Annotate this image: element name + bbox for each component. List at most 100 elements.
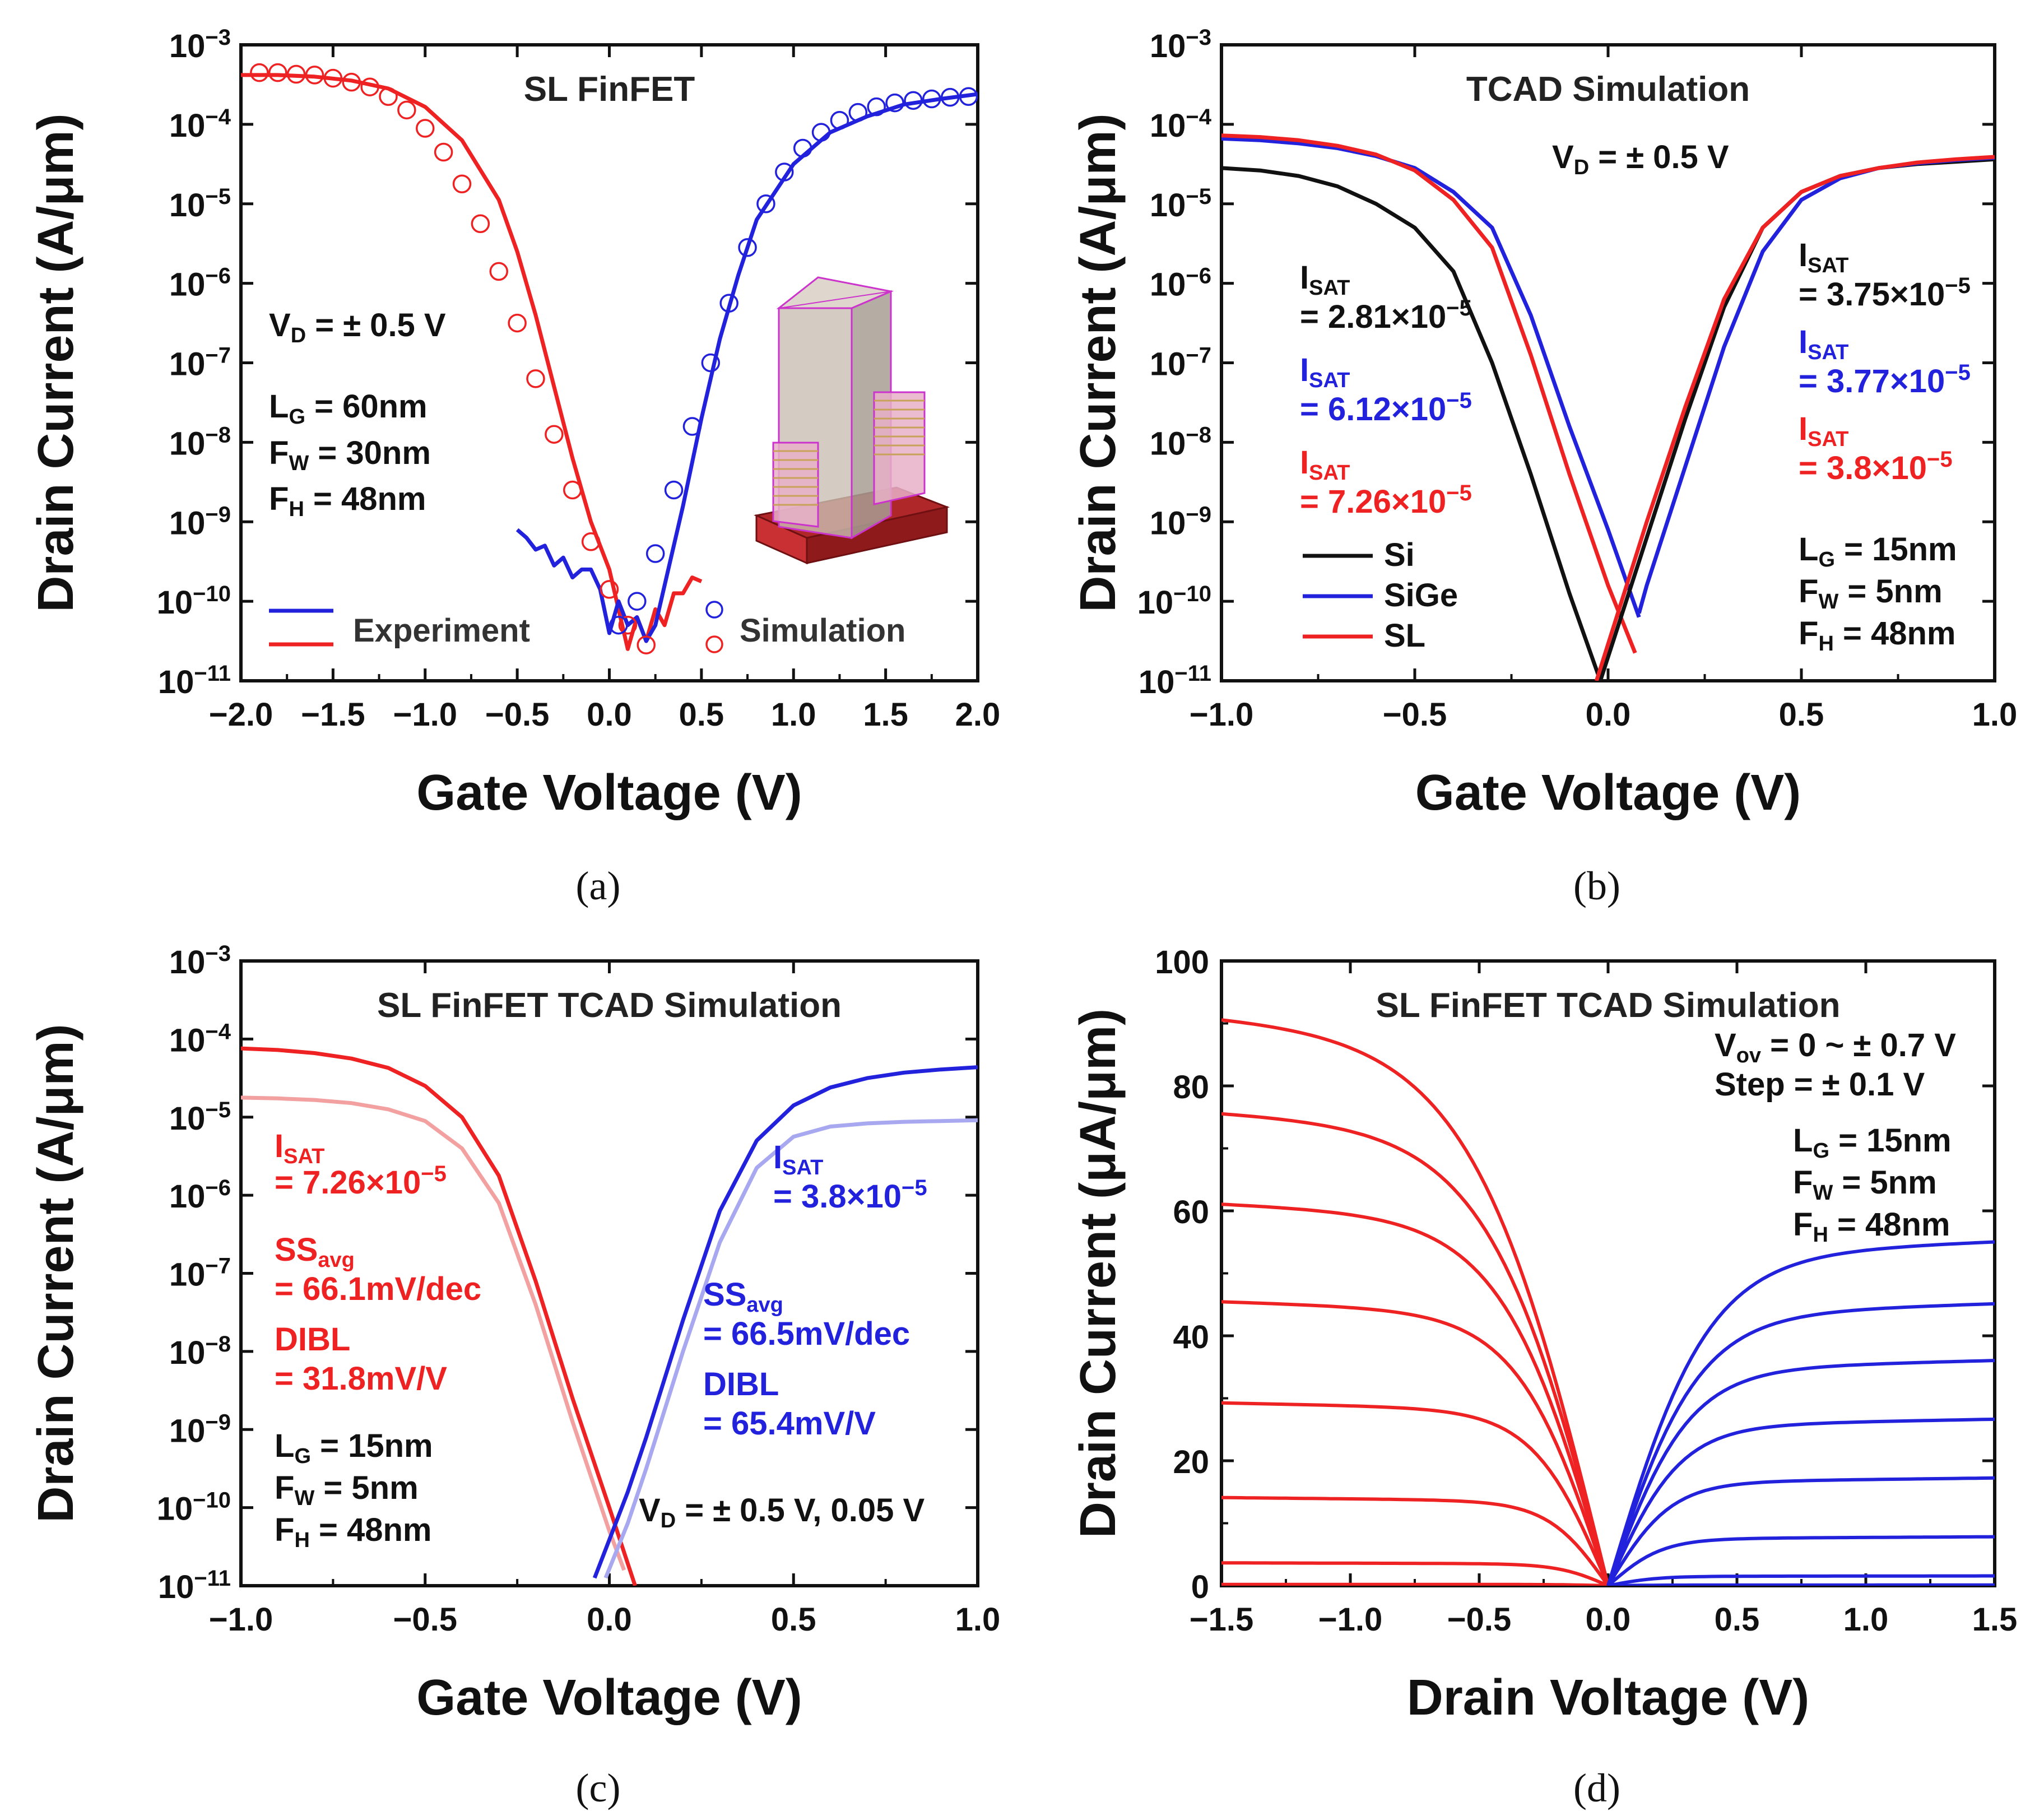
y-tick-exponent: −10 [1173,582,1211,606]
x-tick-label: 2.0 [955,696,1001,733]
y-tick-label: 10−10 [157,1488,231,1527]
annotation-text: = 66.1mV/dec [275,1271,481,1307]
x-tick-label: 0.5 [1779,696,1824,733]
n-type-output-curve [1608,1574,1995,1586]
y-tick-label: 20 [1173,1444,1209,1480]
y-tick-label: 10−5 [1150,184,1211,224]
annotation-base: L [1799,531,1818,568]
y-tick-label: 10−7 [169,1254,231,1293]
data-point [434,142,453,162]
annotation-base: I [1799,411,1808,447]
y-tick-exponent: −11 [194,661,231,686]
annotation-text: FH = 48nm [275,1512,432,1552]
y-tick-label: 10−6 [1150,264,1211,303]
annotation-subscript: W [294,1487,314,1510]
panel-caption: (a) [576,863,621,908]
x-tick-label: −0.5 [1447,1601,1512,1638]
data-point [775,162,794,182]
x-axis-title: Drain Voltage (V) [1407,1670,1809,1726]
y-tick-label: 10−4 [169,105,231,144]
data-point [719,294,738,313]
annotation-text: = 66.5mV/dec [703,1316,910,1352]
y-tick-label: 10−11 [1139,661,1211,700]
y-tick-base: 10 [1150,28,1186,64]
annotation-text: VD = ± 0.5 V [269,307,446,347]
x-tick-label: 0.5 [679,696,724,733]
data-point [701,353,721,373]
y-tick-exponent: −6 [205,1176,231,1200]
annotation-rest: = 15nm [1829,1122,1952,1159]
p-type-output-curve [1221,1582,1609,1586]
x-tick-label: −1.0 [1190,696,1254,733]
annotation-text: ISAT [773,1139,823,1179]
data-point [738,238,757,257]
x-tick-label: −1.0 [393,696,458,733]
series-line [515,92,978,643]
x-tick-label: 0.0 [1586,696,1631,733]
annotation-subscript: ov [1736,1044,1761,1067]
y-tick-exponent: −3 [205,941,231,966]
annotation-text: FW = 5nm [1799,573,1943,614]
annotation-subscript: H [294,1529,309,1552]
data-point [600,580,619,599]
legend-label: SL [1384,617,1425,654]
annotation-base: = 7.26×10 [1300,484,1446,520]
x-tick-label: 0.0 [1586,1601,1631,1638]
annotation-text: ISAT [1799,237,1848,277]
x-axis-title: Gate Voltage (V) [1415,765,1801,821]
p-type-output-curve [1221,1018,1610,1586]
data-point [268,63,287,82]
annotation-rest: = 30nm [309,435,431,471]
y-tick-exponent: −7 [1186,343,1211,368]
y-tick-base: 10 [169,108,206,144]
y-tick-exponent: −5 [205,184,231,209]
annotation-base: = 6.12×10 [1300,391,1446,428]
y-tick-label: 60 [1173,1194,1209,1230]
data-point [508,313,527,333]
annotation-text: DIBL [275,1321,350,1358]
y-tick-exponent: −10 [193,582,231,606]
annotation-subscript: SAT [1309,369,1350,392]
annotation-base: I [1300,352,1309,388]
y-tick-base: 10 [1150,267,1186,303]
y-tick-exponent: −5 [205,1098,231,1122]
y-tick-exponent: −4 [1186,105,1211,129]
x-tick-label: −2.0 [209,696,273,733]
y-tick-base: 10 [169,187,206,224]
data-point [959,87,978,106]
annotation-text: = 2.81×10−5 [1300,296,1472,335]
annotation-base: = 66.1mV/dec [275,1271,481,1307]
annotation-rest: = 5nm [314,1470,418,1506]
y-axis-title: Drain Current (A/μm) [28,113,84,612]
y-tick-label: 10−11 [158,1566,231,1605]
y-tick-base: 10 [1150,346,1186,383]
data-point [581,532,601,551]
device-substrate-front [755,514,808,565]
x-tick-label: 0.5 [771,1601,816,1638]
y-tick-label: 10−10 [1137,582,1211,621]
data-point [618,615,638,635]
panel-caption: (d) [1573,1766,1620,1810]
annotation-base: = 31.8mV/V [275,1360,447,1397]
annotation-text: FW = 5nm [1793,1164,1937,1205]
y-tick-label: 10−10 [157,582,231,621]
annotation-base: F [275,1470,294,1506]
data-point [416,119,435,138]
n-type-output-curve [1606,1417,1995,1586]
annotation-text: LG = 15nm [275,1428,433,1468]
annotation-base: = 3.8×10 [773,1178,902,1215]
series-line [603,1118,978,1579]
y-tick-base: 10 [169,267,206,303]
y-tick-exponent: −9 [205,1410,231,1434]
annotation-base: L [275,1428,294,1464]
x-tick-label: 1.5 [863,696,908,733]
x-tick-label: −0.5 [1383,696,1447,733]
y-tick-label: 10−3 [169,941,231,981]
data-point [526,369,545,388]
x-axis-title: Gate Voltage (V) [416,1670,802,1726]
data-point [664,480,684,500]
series-line [241,1095,626,1571]
y-tick-label: 10−6 [169,1176,231,1215]
y-tick-exponent: −7 [205,343,231,368]
